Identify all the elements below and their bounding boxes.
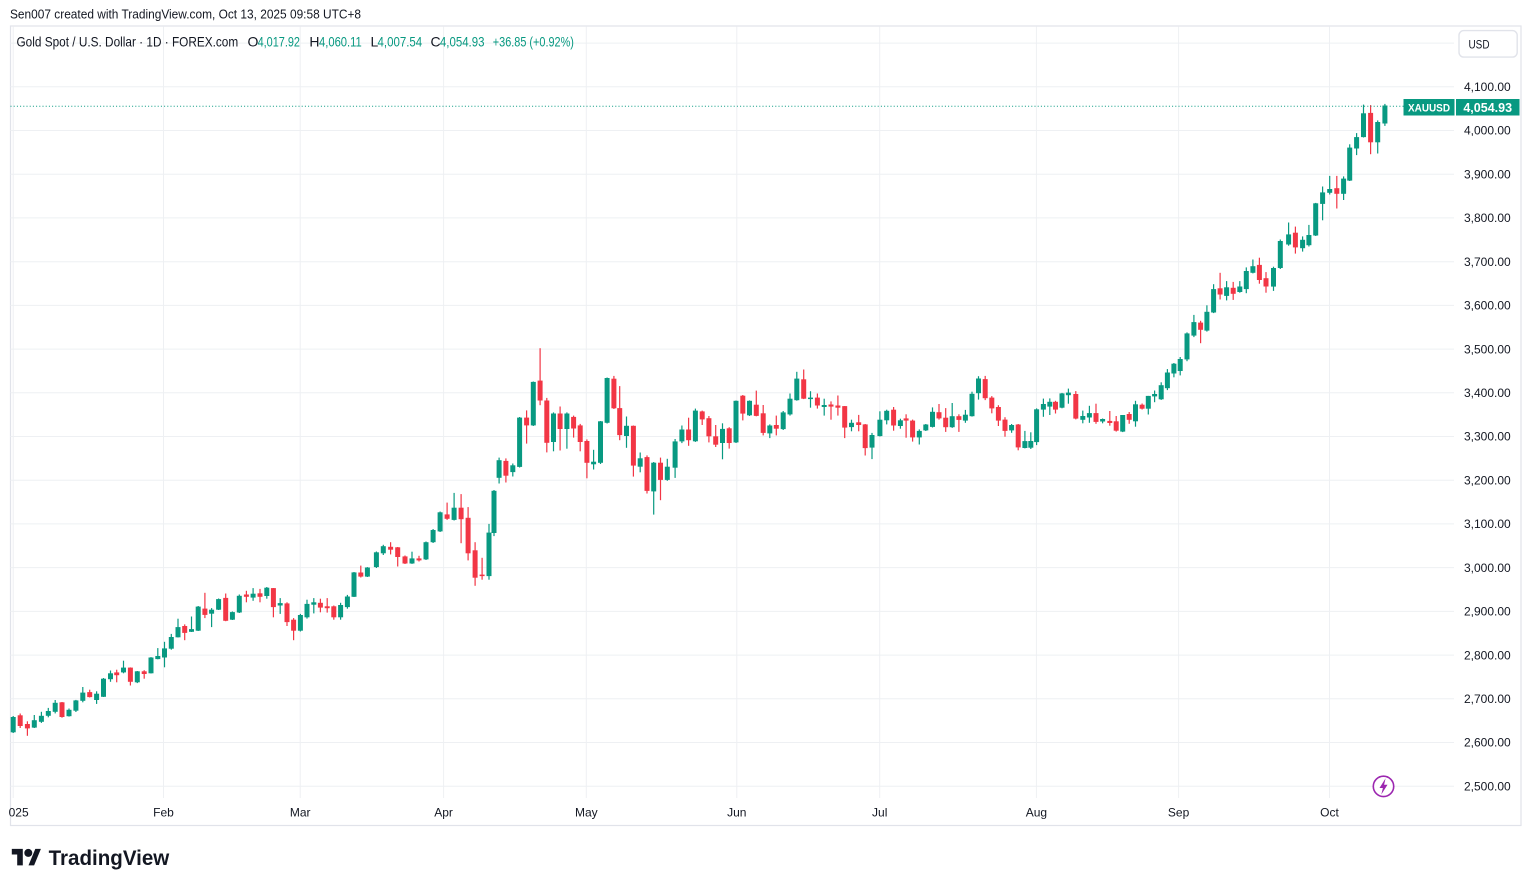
svg-text:3,900.00: 3,900.00: [1464, 167, 1511, 181]
svg-text:3,100.00: 3,100.00: [1464, 517, 1511, 531]
svg-text:Oct: Oct: [1320, 806, 1339, 820]
svg-text:2,700.00: 2,700.00: [1464, 692, 1511, 706]
svg-text:TradingView: TradingView: [49, 847, 170, 870]
svg-text:4,017.92: 4,017.92: [258, 34, 301, 50]
svg-text:4,054.93: 4,054.93: [440, 34, 485, 50]
svg-text:Apr: Apr: [434, 806, 453, 820]
svg-text:USD: USD: [1469, 38, 1490, 52]
svg-text:L: L: [371, 34, 379, 50]
svg-text:2,900.00: 2,900.00: [1464, 605, 1511, 619]
svg-text:H: H: [309, 34, 319, 50]
svg-text:Mar: Mar: [290, 806, 311, 820]
svg-text:2,500.00: 2,500.00: [1464, 779, 1511, 793]
svg-text:XAUUSD: XAUUSD: [1408, 103, 1450, 115]
svg-text:3,300.00: 3,300.00: [1464, 430, 1511, 444]
svg-text:4,060.11: 4,060.11: [319, 34, 362, 50]
svg-text:4,054.93: 4,054.93: [1463, 101, 1512, 115]
svg-text:Aug: Aug: [1026, 806, 1047, 820]
svg-text:3,000.00: 3,000.00: [1464, 561, 1511, 575]
svg-text:Sen007 created with TradingVie: Sen007 created with TradingView.com, Oct…: [10, 7, 361, 22]
svg-text:3,700.00: 3,700.00: [1464, 255, 1511, 269]
svg-text:025: 025: [9, 806, 29, 820]
svg-text:Jul: Jul: [872, 806, 887, 820]
svg-text:3,600.00: 3,600.00: [1464, 299, 1511, 313]
svg-text:O: O: [248, 34, 259, 50]
svg-text:May: May: [575, 806, 598, 820]
svg-text:3,400.00: 3,400.00: [1464, 386, 1511, 400]
svg-text:Gold Spot / U.S. Dollar · 1D ·: Gold Spot / U.S. Dollar · 1D · FOREX.com: [17, 34, 239, 50]
svg-text:Feb: Feb: [153, 806, 174, 820]
svg-text:2,800.00: 2,800.00: [1464, 648, 1511, 662]
svg-text:3,500.00: 3,500.00: [1464, 342, 1511, 356]
svg-text:4,100.00: 4,100.00: [1464, 80, 1511, 94]
svg-text:3,200.00: 3,200.00: [1464, 473, 1511, 487]
svg-text:C: C: [431, 34, 441, 50]
svg-text:Jun: Jun: [727, 806, 746, 820]
svg-text:4,000.00: 4,000.00: [1464, 124, 1511, 138]
svg-text:3,800.00: 3,800.00: [1464, 211, 1511, 225]
svg-text:Sep: Sep: [1168, 806, 1190, 820]
svg-text:2,600.00: 2,600.00: [1464, 736, 1511, 750]
svg-text:+36.85 (+0.92%): +36.85 (+0.92%): [493, 34, 574, 50]
svg-text:4,007.54: 4,007.54: [378, 34, 423, 50]
